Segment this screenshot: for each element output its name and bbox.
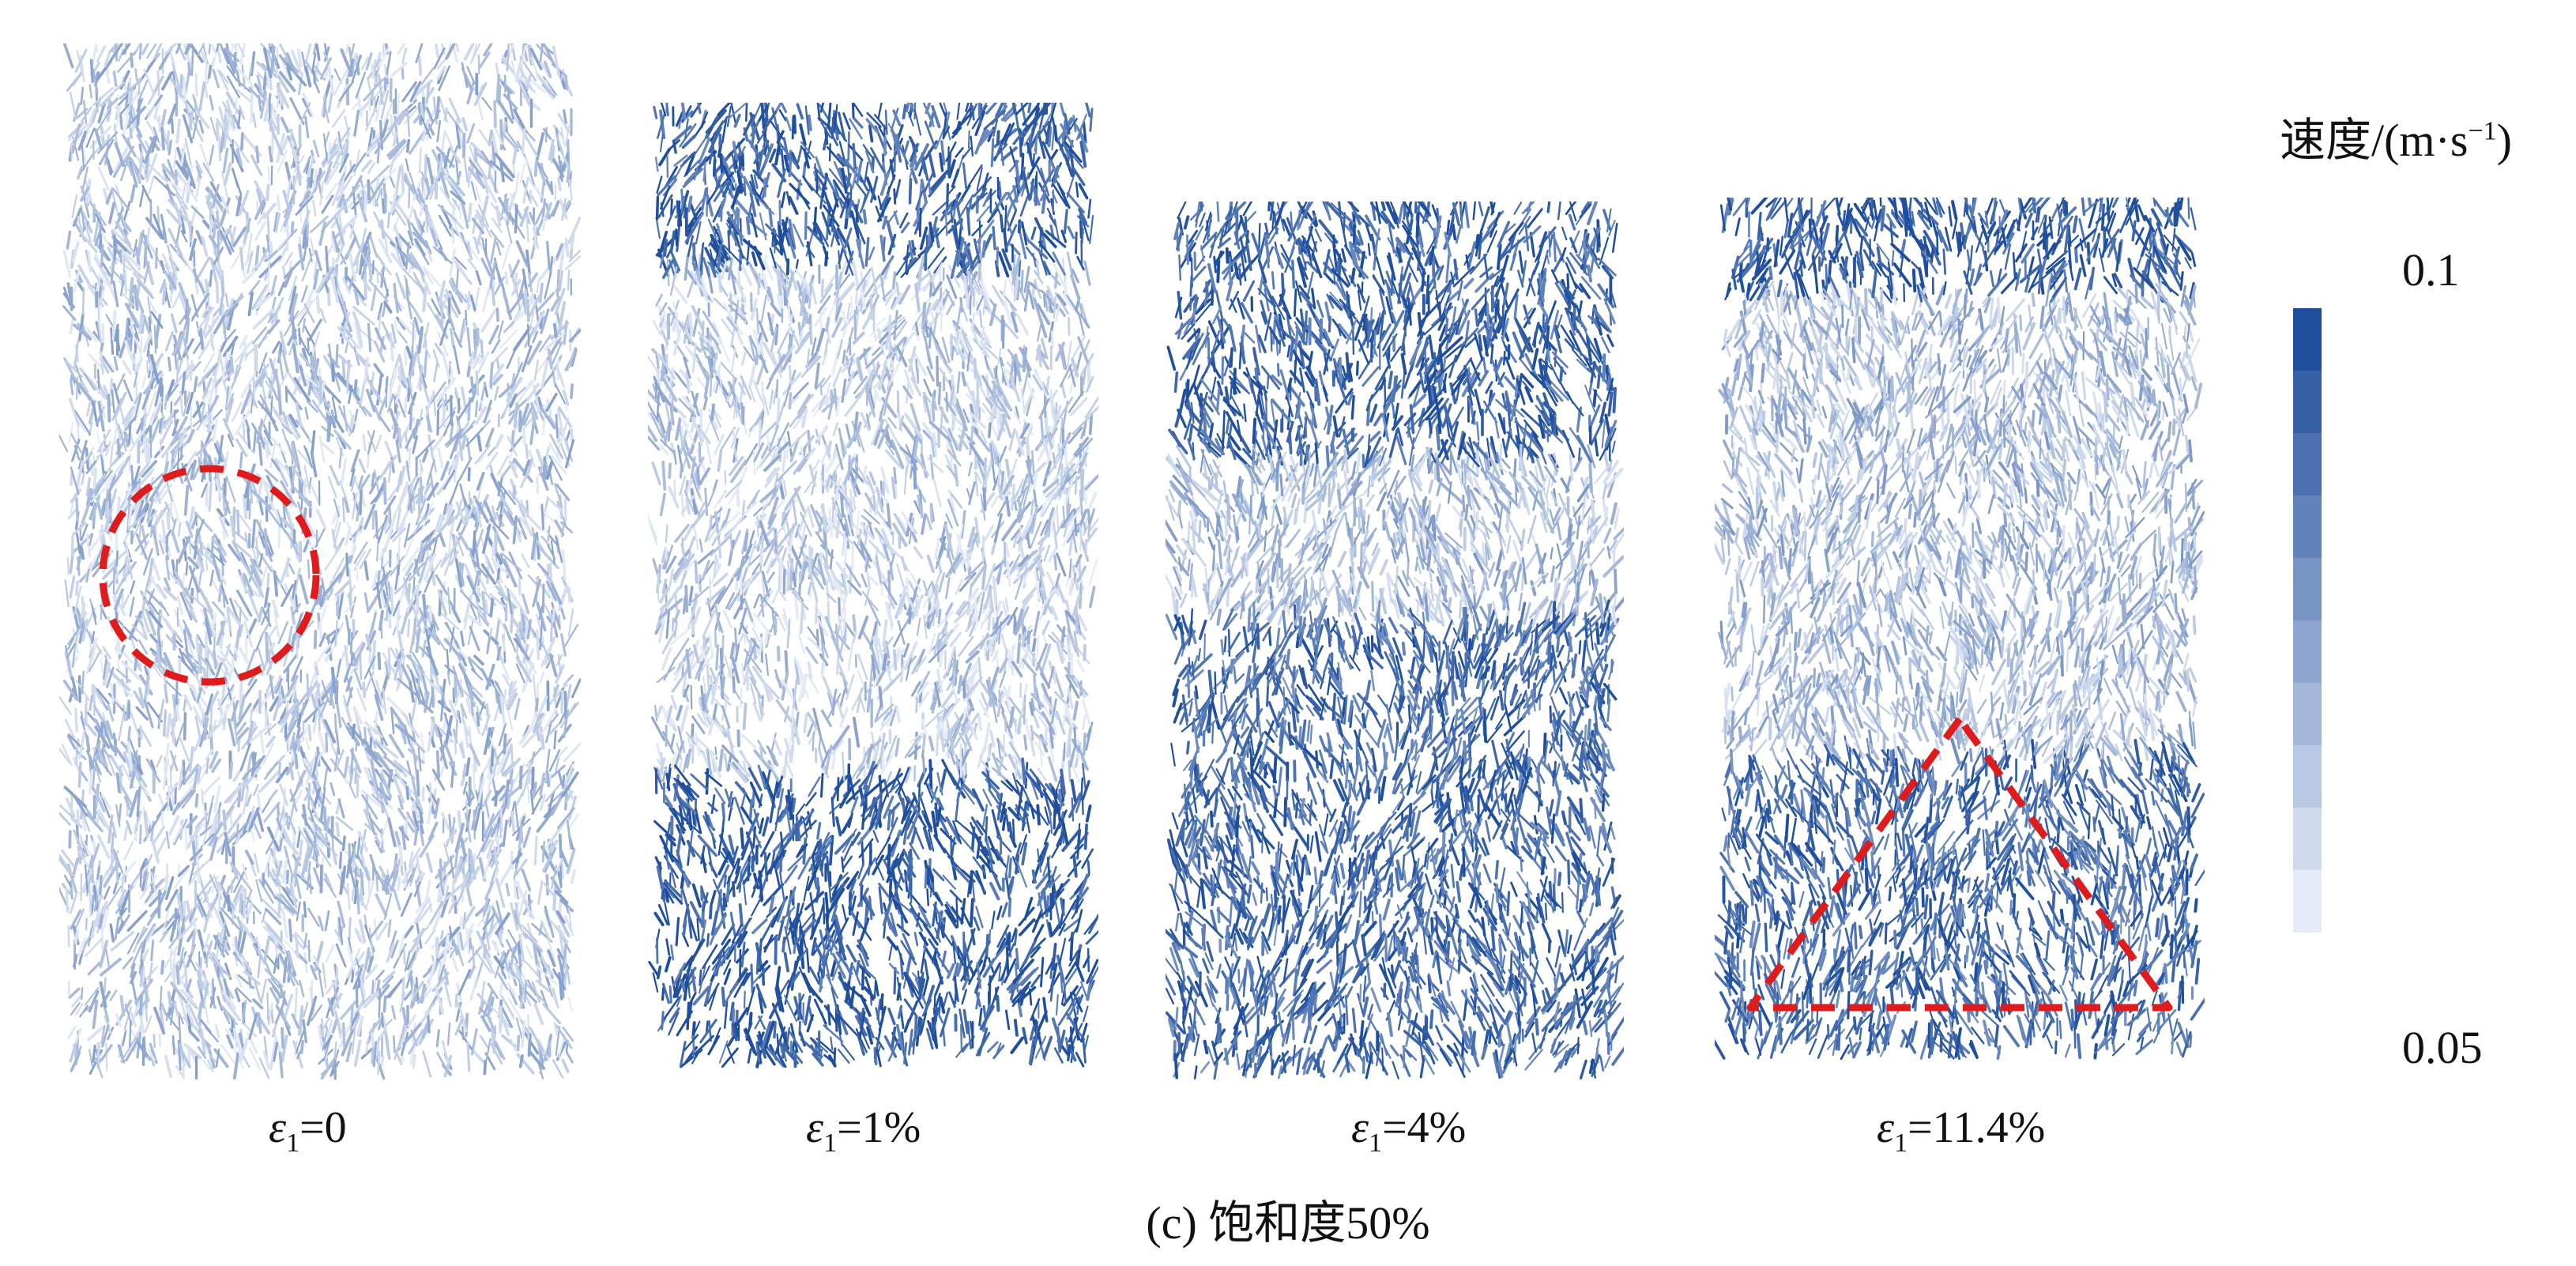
velocity-field-panel-strain-11 xyxy=(1715,198,2205,1067)
velocity-field-panel-strain-4 xyxy=(1166,202,1624,1087)
panel-label-strain-11: ε1=11.4% xyxy=(1877,1103,2046,1159)
annotation-triangle xyxy=(1746,715,2173,1012)
color-scale-band xyxy=(2293,620,2322,684)
color-scale-bar xyxy=(2293,308,2322,933)
legend-title: 速度/(m·s−1) xyxy=(2280,115,2512,166)
figure-caption: (c) 饱和度50% xyxy=(1146,1197,1430,1249)
panel-label-strain-4: ε1=4% xyxy=(1351,1103,1467,1159)
velocity-vector-field xyxy=(59,43,581,1080)
velocity-vector-field xyxy=(648,103,1098,1068)
color-scale-band xyxy=(2293,870,2322,933)
velocity-vector-field xyxy=(1715,198,2205,1061)
color-scale-band xyxy=(2293,745,2322,808)
velocity-field-panel-strain-1 xyxy=(648,103,1098,1075)
color-scale-band xyxy=(2293,683,2322,746)
color-scale-band xyxy=(2293,495,2322,559)
color-scale-band xyxy=(2293,808,2322,871)
color-scale-band xyxy=(2293,433,2322,496)
color-scale-band xyxy=(2293,308,2322,371)
velocity-field-panel-strain-0 xyxy=(59,43,581,1087)
legend-min-label: 0.05 xyxy=(2402,1022,2483,1073)
legend-max-label: 0.1 xyxy=(2402,244,2460,296)
color-scale-band xyxy=(2293,558,2322,621)
panel-label-strain-1: ε1=1% xyxy=(806,1103,921,1159)
color-scale-band xyxy=(2293,371,2322,434)
velocity-vector-field xyxy=(1166,202,1624,1080)
annotation-circle xyxy=(99,465,320,686)
panel-label-strain-0: ε1=0 xyxy=(269,1103,347,1159)
